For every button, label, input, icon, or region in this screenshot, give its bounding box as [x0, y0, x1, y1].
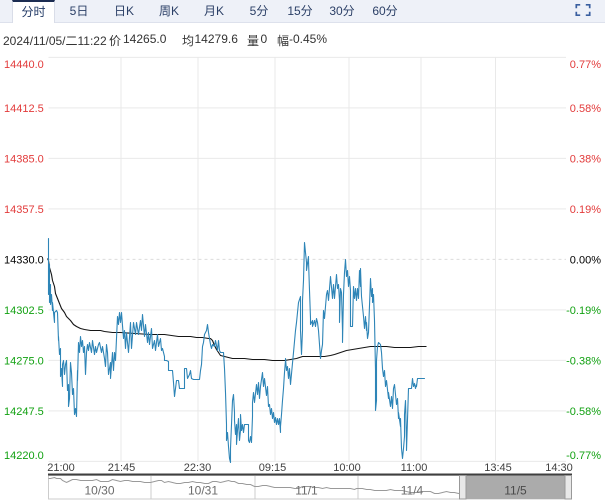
svg-text:11:00: 11:00 — [401, 462, 428, 474]
svg-text:-0.58%: -0.58% — [566, 406, 601, 418]
svg-text:14385.0: 14385.0 — [4, 153, 44, 165]
svg-text:14412.5: 14412.5 — [4, 103, 44, 115]
svg-text:0.19%: 0.19% — [570, 204, 601, 216]
svg-text:0.58%: 0.58% — [570, 103, 601, 115]
svg-text:14275.0: 14275.0 — [4, 355, 44, 367]
svg-text:-0.38%: -0.38% — [566, 355, 601, 367]
svg-text:11/5: 11/5 — [504, 484, 527, 498]
svg-text:14220.0: 14220.0 — [4, 450, 44, 462]
svg-text:0.77%: 0.77% — [570, 59, 601, 71]
svg-text:14330.0: 14330.0 — [4, 254, 44, 266]
svg-text:-0.77%: -0.77% — [566, 450, 601, 462]
svg-text:11/1: 11/1 — [295, 484, 318, 498]
svg-text:22:30: 22:30 — [184, 462, 212, 474]
svg-text:-0.19%: -0.19% — [566, 305, 601, 317]
svg-text:13:45: 13:45 — [484, 462, 512, 474]
svg-text:10:00: 10:00 — [333, 462, 361, 474]
svg-text:14440.0: 14440.0 — [4, 59, 44, 71]
svg-text:0.00%: 0.00% — [570, 254, 601, 266]
svg-text:14:30: 14:30 — [545, 462, 573, 474]
svg-text:21:45: 21:45 — [108, 462, 136, 474]
svg-text:14247.5: 14247.5 — [4, 406, 44, 418]
svg-text:10/30: 10/30 — [84, 484, 114, 498]
svg-text:0.38%: 0.38% — [570, 153, 601, 165]
svg-text:14302.5: 14302.5 — [4, 305, 44, 317]
svg-text:09:15: 09:15 — [259, 462, 287, 474]
svg-text:14357.5: 14357.5 — [4, 204, 44, 216]
svg-text:21:00: 21:00 — [47, 462, 75, 474]
svg-text:10/31: 10/31 — [188, 484, 218, 498]
svg-text:11/4: 11/4 — [401, 484, 424, 498]
